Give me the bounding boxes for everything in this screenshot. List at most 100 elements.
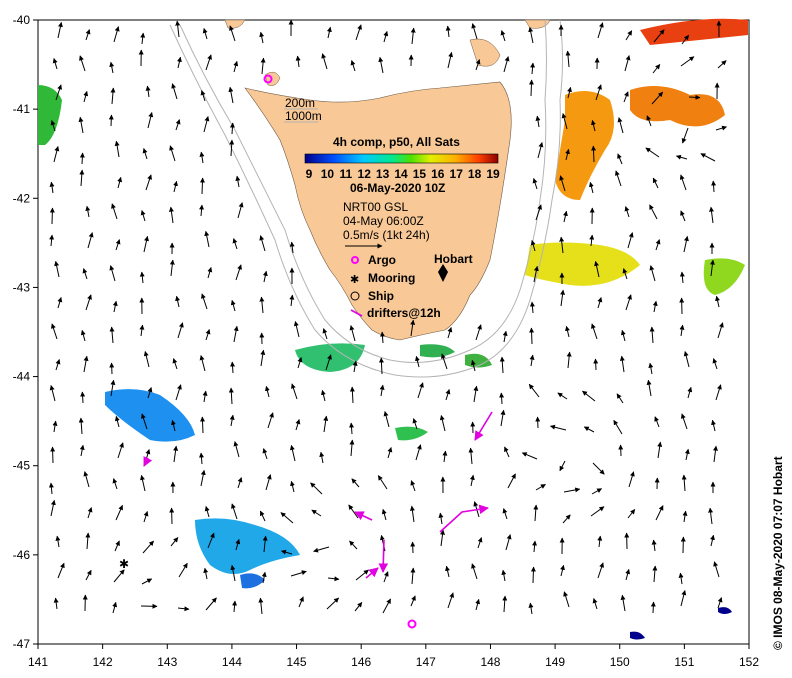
current-arrow — [230, 299, 236, 312]
current-arrow — [327, 576, 340, 582]
current-arrow — [265, 474, 272, 491]
current-arrow — [502, 595, 508, 613]
lat-tick-label: -42 — [13, 191, 31, 205]
current-arrow — [532, 540, 538, 553]
current-arrow — [680, 210, 686, 222]
current-arrow — [85, 569, 92, 581]
current-arrow — [80, 329, 86, 342]
sst-scale-label: 9 — [306, 167, 313, 181]
current-arrow — [648, 362, 654, 375]
current-arrow — [657, 441, 663, 459]
current-arrow — [590, 506, 605, 517]
sst-scale-label: 11 — [339, 167, 352, 181]
current-arrow — [143, 350, 150, 368]
lon-tick-label: 142 — [93, 655, 113, 669]
current-arrow — [262, 270, 268, 283]
current-arrow — [521, 452, 538, 460]
sst-patch-sw-blue — [195, 518, 300, 574]
current-arrow — [142, 540, 154, 554]
current-arrow — [530, 239, 536, 252]
current-arrow — [145, 174, 153, 191]
current-arrow — [471, 563, 478, 580]
argo-legend-icon — [351, 256, 359, 264]
current-arrow — [229, 139, 235, 157]
current-arrow — [590, 119, 596, 132]
current-arrow — [681, 474, 687, 492]
current-arrow — [438, 512, 444, 525]
current-arrow — [259, 296, 265, 314]
current-arrow — [679, 324, 685, 337]
lat-tick-label: -40 — [13, 13, 31, 27]
current-arrow — [143, 511, 149, 523]
current-arrow — [528, 602, 534, 615]
current-arrow — [169, 259, 175, 277]
current-arrow — [381, 508, 387, 521]
current-arrow — [111, 203, 118, 220]
current-arrow — [559, 236, 565, 254]
current-arrow — [410, 27, 416, 45]
current-arrow — [627, 508, 636, 519]
current-arrow — [87, 507, 93, 519]
current-arrow — [49, 234, 55, 247]
current-arrow — [53, 597, 59, 610]
current-arrow — [502, 508, 508, 520]
current-arrow — [50, 499, 56, 517]
current-arrow — [173, 445, 179, 463]
current-arrow — [708, 507, 714, 525]
current-arrow — [229, 414, 235, 427]
current-arrow — [649, 326, 655, 344]
current-arrow — [200, 469, 206, 487]
argo-legend-label: Argo — [368, 253, 396, 267]
current-arrow — [590, 323, 598, 340]
current-arrow — [112, 300, 118, 313]
current-arrow — [199, 177, 205, 195]
current-arrow — [79, 169, 85, 187]
current-arrow — [55, 359, 61, 371]
current-arrow — [199, 204, 205, 217]
current-arrow — [259, 510, 266, 522]
current-arrow — [233, 60, 239, 73]
current-arrow — [447, 592, 455, 609]
current-arrow — [50, 120, 56, 132]
current-arrow — [468, 447, 474, 465]
current-arrow — [205, 329, 211, 341]
current-arrow — [203, 567, 209, 580]
current-arrow — [260, 349, 266, 367]
current-arrow — [110, 87, 116, 105]
current-arrow — [139, 324, 145, 337]
current-arrow — [85, 205, 91, 218]
current-arrow — [378, 56, 384, 74]
current-arrow — [445, 565, 450, 578]
current-arrow — [499, 392, 505, 405]
current-arrow — [52, 57, 58, 70]
current-arrow — [652, 64, 661, 74]
mooring-marker: ✱ — [119, 557, 129, 571]
current-arrow — [447, 326, 453, 339]
current-arrow — [711, 419, 716, 432]
drifter-track — [365, 567, 379, 579]
current-arrow — [528, 383, 540, 398]
current-arrow — [410, 480, 416, 492]
current-arrow — [530, 62, 536, 75]
current-arrow — [617, 117, 624, 134]
current-arrow — [533, 504, 539, 522]
lon-tick-label: 143 — [157, 655, 177, 669]
current-arrow — [529, 354, 535, 367]
current-arrow — [681, 34, 690, 45]
current-arrow — [563, 591, 570, 608]
current-arrow — [679, 174, 687, 191]
current-arrow — [171, 419, 176, 432]
drifter-track — [474, 411, 493, 441]
current-arrow — [717, 60, 727, 69]
drifter-tracks — [143, 411, 493, 579]
current-arrow — [352, 360, 358, 373]
current-arrow — [326, 597, 340, 610]
current-arrow — [591, 145, 597, 163]
current-arrow — [507, 473, 516, 489]
current-arrow — [652, 300, 658, 313]
current-arrow — [311, 509, 322, 517]
current-arrow — [649, 204, 658, 220]
current-arrow — [323, 415, 329, 433]
current-arrow — [528, 79, 534, 97]
current-arrow — [177, 56, 182, 69]
